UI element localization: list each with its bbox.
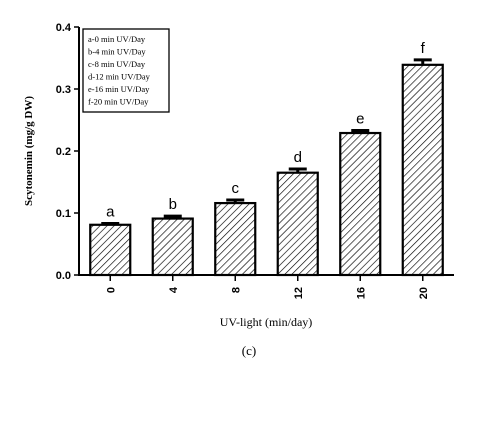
- y-tick-label: 0.4: [56, 22, 72, 34]
- bar: [276, 171, 319, 277]
- bar: [151, 217, 194, 277]
- x-tick-label: 12: [293, 287, 305, 299]
- y-tick-label: 0.1: [56, 208, 71, 220]
- y-axis-label: Scytonemin (mg/g DW): [23, 96, 35, 206]
- significance-letter: f: [421, 40, 426, 57]
- legend-entry: c-8 min UV/Day: [88, 59, 146, 69]
- legend-entry: f-20 min UV/Day: [88, 97, 149, 107]
- legend-entry: b-4 min UV/Day: [88, 47, 146, 57]
- bar: [89, 223, 132, 277]
- bar: [214, 201, 257, 277]
- legend-entry: e-16 min UV/Day: [88, 84, 150, 94]
- x-tick-label: 8: [230, 287, 242, 293]
- x-ticks: 0 4 8 12 16 20: [105, 275, 430, 299]
- x-tick-label: 20: [418, 287, 430, 299]
- y-tick-label: 0.2: [56, 146, 71, 158]
- legend-entry: a-0 min UV/Day: [88, 34, 146, 44]
- significance-letter: b: [169, 196, 177, 213]
- x-tick-label: 0: [105, 287, 117, 293]
- significance-letter: c: [232, 180, 240, 197]
- significance-letter: a: [106, 204, 115, 221]
- bar: [339, 131, 382, 277]
- y-tick-label: 0.3: [56, 84, 71, 96]
- figure-caption: (c): [242, 343, 256, 358]
- x-tick-label: 16: [355, 287, 367, 299]
- bar: [401, 63, 444, 277]
- significance-letter: d: [294, 149, 302, 166]
- y-tick-label: 0.0: [56, 270, 71, 282]
- y-ticks: 0.0 0.1 0.2 0.3 0.4: [56, 22, 79, 282]
- legend-entry: d-12 min UV/Day: [88, 72, 151, 82]
- x-axis-label: UV-light (min/day): [220, 315, 313, 329]
- legend: a-0 min UV/Day b-4 min UV/Day c-8 min UV/D…: [82, 28, 170, 113]
- legend-box: [82, 28, 170, 113]
- x-tick-label: 4: [168, 286, 180, 293]
- significance-letter: e: [356, 111, 364, 128]
